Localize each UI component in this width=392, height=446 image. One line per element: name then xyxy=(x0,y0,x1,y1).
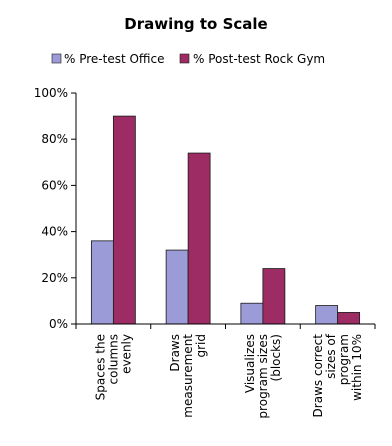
x-category-label-line: grid xyxy=(194,334,208,358)
legend-label-post-test: % Post-test Rock Gym xyxy=(193,52,325,66)
bar-post-test xyxy=(112,115,136,325)
y-tick-label: 0% xyxy=(49,317,68,331)
x-category-label-line: columns xyxy=(106,334,120,384)
chart-title: Drawing to Scale xyxy=(124,15,267,33)
x-category-label-line: program xyxy=(337,334,351,385)
x-category-label-line: Spaces the xyxy=(93,334,107,400)
x-category-label-line: (blocks) xyxy=(269,334,283,381)
legend-swatch-pre-test xyxy=(51,53,62,64)
y-tick-label: 100% xyxy=(34,86,68,100)
x-category-label-line: measurement xyxy=(181,334,195,418)
y-tick-label: 20% xyxy=(41,271,68,285)
x-category-label-line: sizes of xyxy=(324,333,338,379)
bar-pre-test xyxy=(240,302,264,325)
bars xyxy=(90,115,361,325)
x-category-label: Draws correct sizes of program within 10% xyxy=(311,333,364,417)
legend: % Pre-test Office % Post-test Rock Gym xyxy=(51,52,325,66)
bar-post-test xyxy=(262,268,286,325)
bar-pre-test xyxy=(90,240,114,325)
x-category-label: Draws measurement grid xyxy=(168,334,208,418)
bar-pre-test xyxy=(165,249,189,325)
y-tick-label: 80% xyxy=(41,132,68,146)
y-tick-label: 40% xyxy=(41,225,68,239)
x-category-label: Spaces the columns evenly xyxy=(93,334,133,400)
x-category-label-line: Draws xyxy=(168,334,182,372)
y-axis: 0% 20% 40% 60% 80% 100% xyxy=(34,86,77,331)
bar-post-test xyxy=(337,312,361,325)
x-category-label-line: evenly xyxy=(119,334,133,374)
legend-swatch-post-test xyxy=(179,53,190,64)
x-category-label-line: program sizes xyxy=(256,334,270,419)
x-category-label-line: within 10% xyxy=(350,334,364,401)
x-category-label: Visualizes program sizes (blocks) xyxy=(243,334,283,419)
x-category-label-line: Draws correct xyxy=(311,334,325,418)
x-axis: Spaces the columns evenly Draws measurement g… xyxy=(75,323,376,419)
bar-pre-test xyxy=(315,305,339,325)
legend-label-pre-test: % Pre-test Office xyxy=(64,52,165,66)
x-category-label-line: Visualizes xyxy=(243,334,257,393)
y-tick-label: 60% xyxy=(41,178,68,192)
bar-post-test xyxy=(187,152,211,325)
